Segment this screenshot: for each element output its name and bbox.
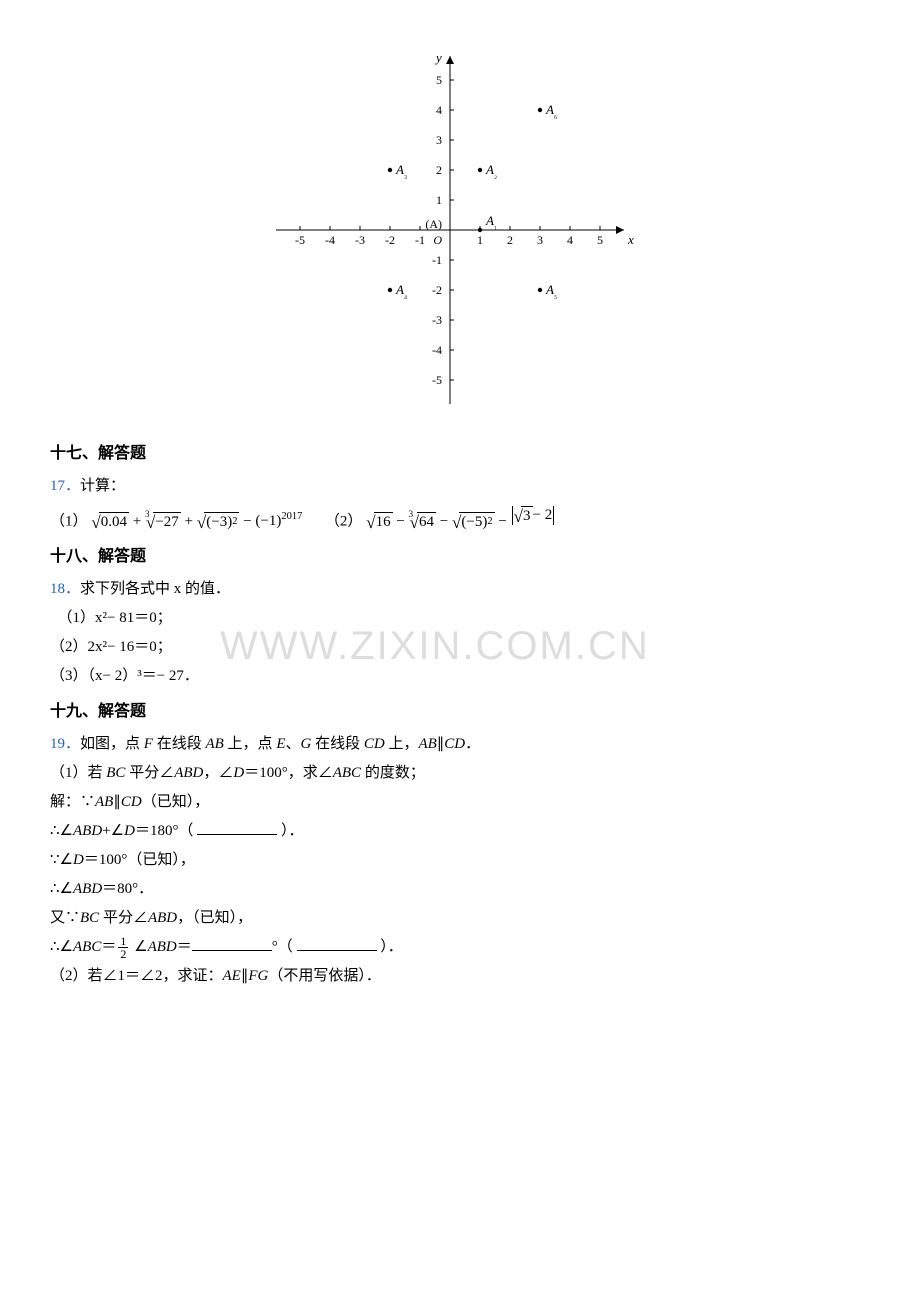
svg-text:1: 1 [436,193,442,207]
svg-text:-4: -4 [325,233,335,247]
sqrt-neg3-sq: √(−3)2 [197,512,240,532]
q19-line2: （1）若 BC 平分∠ABD，∠D＝100°，求∠ABC 的度数； [50,760,870,787]
svg-text:4: 4 [567,233,573,247]
svg-text:O: O [433,233,442,247]
q19-line3: 解：∵AB∥CD（已知）， [50,789,870,816]
q18-p1: （1）x²− 81＝0； [50,605,870,632]
q19-line5: ∵∠D＝100°（已知）， [50,847,870,874]
svg-text:-3: -3 [355,233,365,247]
blank-3[interactable] [297,935,377,951]
svg-text:5: 5 [597,233,603,247]
sqrt-16: √16 [366,512,392,532]
svg-text:(A): (A) [425,217,442,231]
svg-text:2: 2 [507,233,513,247]
svg-text:A₂: A₂ [485,162,497,179]
q17-p1-label: （1） [50,513,88,529]
cbrt-64: 3√64 [409,512,436,532]
svg-text:-2: -2 [385,233,395,247]
blank-2[interactable] [192,935,272,951]
svg-text:3: 3 [436,133,442,147]
q18-p2: （2）2x²− 16＝0； [50,634,870,661]
cbrt-neg27: 3√−27 [145,512,181,532]
svg-text:-2: -2 [432,283,442,297]
svg-text:-5: -5 [295,233,305,247]
sqrt-neg5-sq: √(−5)2 [452,512,495,532]
svg-text:A₄: A₄ [395,282,407,299]
svg-text:A₆: A₆ [545,102,557,119]
svg-text:A₁: A₁ [485,213,497,230]
svg-text:4: 4 [436,103,442,117]
q18-p3: （3）（x− 2）³＝− 27． [50,663,870,690]
section-17-title: 十七、解答题 [50,440,870,469]
q19-line6: ∴∠ABD＝80°． [50,876,870,903]
abs-expr: √3 − 2 [511,502,556,529]
fraction-half: 12 [118,935,128,960]
svg-text:x: x [627,232,634,247]
svg-text:y: y [434,50,442,65]
blank-1[interactable] [197,819,277,835]
svg-text:5: 5 [436,73,442,87]
q19-line1: 19．如图，点 F 在线段 AB 上，点 E、G 在线段 CD 上，AB∥CD． [50,731,870,758]
q19-line9: （2）若∠1＝∠2，求证：AE∥FG（不用写依据）． [50,963,870,990]
q18-text: 求下列各式中 x 的值． [80,581,230,597]
section-18-title: 十八、解答题 [50,543,870,572]
q19-line4: ∴∠ABD+∠D＝180°（ ）． [50,818,870,845]
svg-text:-5: -5 [432,373,442,387]
q17-p2-label: （2） [325,513,363,529]
q19-line8: ∴∠ABC＝12 ∠ABD＝°（ ）． [50,934,870,961]
q18-line: 18．求下列各式中 x 的值． [50,576,870,603]
svg-text:2: 2 [436,163,442,177]
svg-text:-3: -3 [432,313,442,327]
svg-text:-1: -1 [415,233,425,247]
svg-text:-1: -1 [432,253,442,267]
svg-text:A₅: A₅ [545,282,557,299]
q17-number: 17． [50,478,80,494]
q17-line: 17．计算： [50,473,870,500]
q18-number: 18． [50,581,80,597]
section-19-title: 十九、解答题 [50,698,870,727]
q17-formulas: （1） √0.04 + 3√−27 + √(−3)2 − (−1)2017 （2… [50,502,870,535]
sqrt-0.04: √0.04 [91,512,129,532]
svg-text:A₃: A₃ [395,162,407,179]
q19-line7: 又∵BC 平分∠ABD，（已知）， [50,905,870,932]
q17-text: 计算： [80,478,125,494]
graph-svg: -5 -5 -4 -4 -3 -3 -2 -2 -1 -1 1 1 2 2 3 3 4 4 5 5 O (A) x y A₁ A₂… [240,40,680,420]
coordinate-graph: -5 -5 -4 -4 -3 -3 -2 -2 -1 -1 1 1 2 2 3 3 4 4 5 5 O (A) x y A₁ A₂… [50,40,870,420]
svg-text:3: 3 [537,233,543,247]
q19-number: 19． [50,736,80,752]
svg-text:-4: -4 [432,343,442,357]
neg1-pow: (−1)2017 [255,513,302,529]
svg-text:1: 1 [477,233,483,247]
